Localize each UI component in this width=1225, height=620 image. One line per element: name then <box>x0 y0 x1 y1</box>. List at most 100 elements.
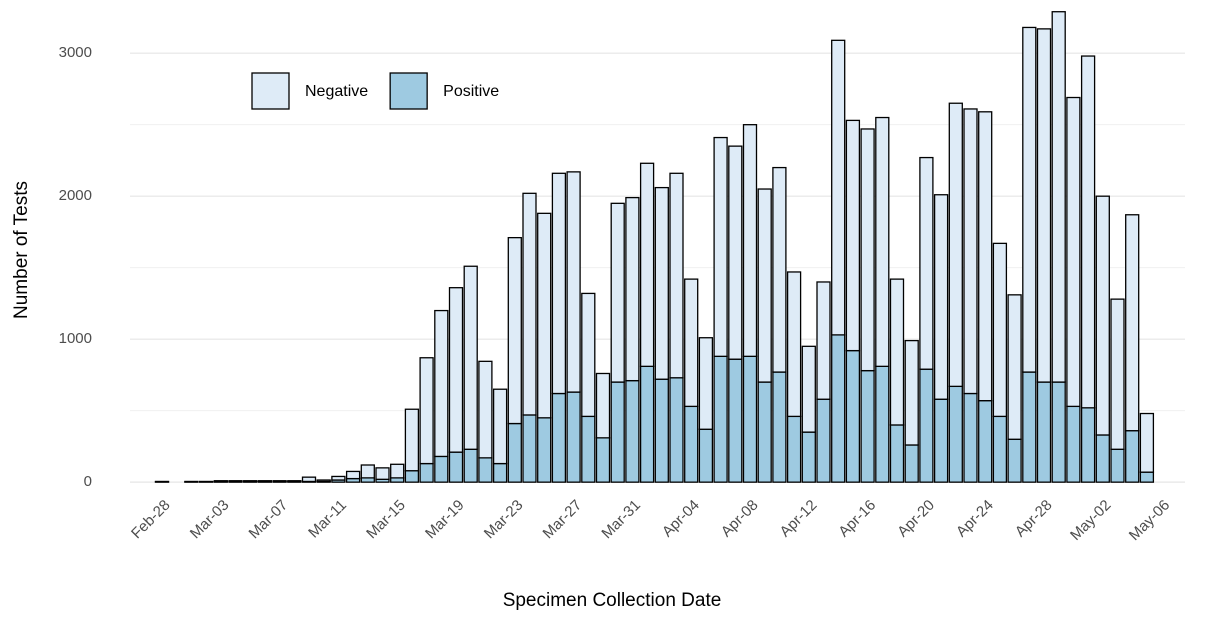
bar-segment <box>479 458 492 482</box>
x-tick-label: Mar-11 <box>305 497 350 542</box>
x-tick-label: Apr-24 <box>953 497 997 541</box>
bar-segment <box>1067 406 1080 482</box>
bar-segment <box>964 109 977 394</box>
bar-segment <box>846 120 859 350</box>
bar-segment <box>905 341 918 445</box>
bar-segment <box>861 371 874 483</box>
bar-segment <box>464 449 477 482</box>
bar-segment <box>1038 382 1051 482</box>
bar-segment <box>802 432 815 482</box>
bar-segment <box>993 416 1006 482</box>
bar-segment <box>1111 299 1124 449</box>
bar-segment <box>405 471 418 482</box>
legend-key <box>252 73 289 109</box>
bar-segment <box>714 138 727 357</box>
bar-segment <box>317 480 330 481</box>
bar-segment <box>1067 98 1080 407</box>
bar-segment <box>670 378 683 482</box>
y-axis-title: Number of Tests <box>11 181 32 319</box>
bar-segment <box>435 311 448 457</box>
bar-segment <box>1096 196 1109 435</box>
bar-segment <box>1082 56 1095 408</box>
bar-segment <box>508 424 521 483</box>
bar-segment <box>714 356 727 482</box>
bar-segment <box>611 382 624 482</box>
legend-label: Positive <box>443 83 499 100</box>
x-tick-label: Apr-04 <box>659 497 703 541</box>
bar-segment <box>1023 27 1036 372</box>
bar-segment <box>597 438 610 482</box>
x-tick-label: Apr-28 <box>1012 497 1056 541</box>
bar-segment <box>347 471 360 478</box>
bar-segment <box>685 406 698 482</box>
bar-segment <box>1126 431 1139 482</box>
bar-segment <box>1082 408 1095 482</box>
bar-segment <box>729 359 742 482</box>
bar-segment <box>744 125 757 357</box>
bar-segment <box>920 369 933 482</box>
bar-segment <box>626 381 639 483</box>
bar-segment <box>479 361 492 458</box>
bar-segment <box>552 394 565 483</box>
x-tick-label: Apr-20 <box>894 497 938 541</box>
bar-segment <box>464 266 477 449</box>
y-tick-label: 0 <box>84 473 92 490</box>
bar-segment <box>655 188 668 380</box>
bar-segment <box>420 358 433 464</box>
bar-segment <box>567 172 580 392</box>
bar-segment <box>655 379 668 482</box>
bar-segment <box>729 146 742 359</box>
bar-segment <box>1140 414 1153 473</box>
bar-segment <box>258 481 271 482</box>
x-tick-label: Feb-28 <box>128 497 174 543</box>
y-tick-label: 3000 <box>59 44 92 61</box>
bar-segment <box>626 198 639 381</box>
bar-segment <box>244 481 257 482</box>
bar-segment <box>758 382 771 482</box>
bar-segment <box>773 372 786 482</box>
bar-segment <box>744 356 757 482</box>
x-tick-label: Mar-31 <box>598 497 644 543</box>
bar-segment <box>876 366 889 482</box>
bar-segment <box>788 416 801 482</box>
bar-segment <box>1140 472 1153 482</box>
bar-segment <box>523 193 536 415</box>
legend-label: Negative <box>305 83 368 100</box>
x-tick-label: Mar-23 <box>481 497 527 543</box>
bar-segment <box>979 401 992 483</box>
bar-segment <box>641 366 654 482</box>
bar-segment <box>1052 12 1065 382</box>
x-tick-label: Mar-27 <box>540 497 586 543</box>
bar-segment <box>802 346 815 432</box>
bar-segment <box>582 416 595 482</box>
bar-segment <box>641 163 654 366</box>
x-tick-label: May-02 <box>1067 497 1114 544</box>
bar-segment <box>891 279 904 425</box>
bar-segment <box>846 351 859 483</box>
bar-segment <box>670 173 683 377</box>
bar-segment <box>1126 215 1139 431</box>
bar-segment <box>861 129 874 371</box>
legend-key <box>390 73 427 109</box>
bar-segment <box>405 409 418 470</box>
bar-segment <box>832 335 845 482</box>
bar-segment <box>538 213 551 417</box>
bar-segment <box>685 279 698 406</box>
bar-segment <box>832 40 845 335</box>
bar-segment <box>361 465 374 478</box>
x-axis-title: Specimen Collection Date <box>503 590 722 611</box>
bar-segment <box>788 272 801 416</box>
x-tick-label: Apr-16 <box>835 497 879 541</box>
bar-segment <box>979 112 992 401</box>
bar-segment <box>935 399 948 482</box>
bar-segment <box>699 429 712 482</box>
bar-segment <box>1038 29 1051 382</box>
bar-segment <box>288 481 301 482</box>
y-tick-label: 1000 <box>59 330 92 347</box>
x-tick-label: Apr-12 <box>777 497 821 541</box>
bar-segment <box>891 425 904 482</box>
x-tick-label: Mar-19 <box>422 497 468 543</box>
bar-segment <box>935 195 948 399</box>
bar-segment <box>876 118 889 367</box>
